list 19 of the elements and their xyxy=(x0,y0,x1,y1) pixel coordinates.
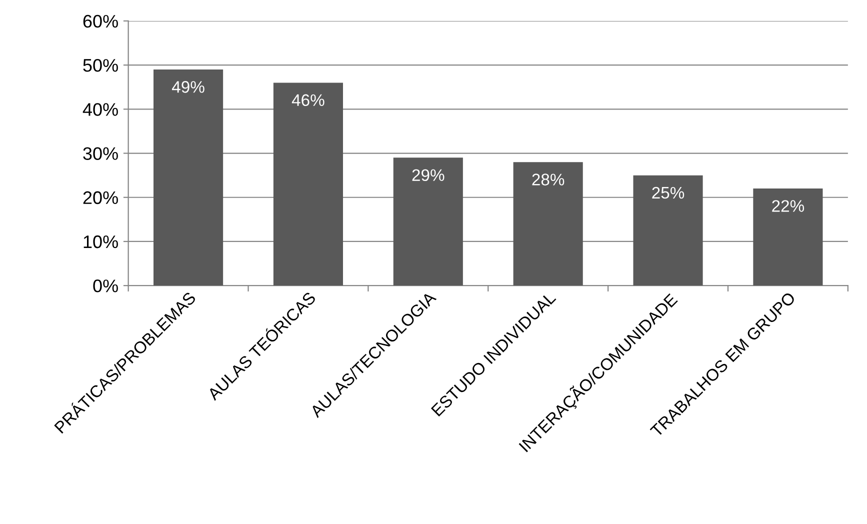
y-tick-label: 0% xyxy=(93,280,118,292)
data-label: 22% xyxy=(772,200,804,212)
data-label: 28% xyxy=(532,174,564,186)
bar xyxy=(633,175,703,286)
y-tick-label: 10% xyxy=(84,235,118,248)
data-label: 29% xyxy=(412,169,444,182)
data-label: 46% xyxy=(292,94,324,106)
bar xyxy=(273,82,343,286)
bar xyxy=(393,158,463,286)
data-label: 49% xyxy=(172,81,204,93)
bar xyxy=(154,69,224,286)
data-label: 25% xyxy=(652,186,684,199)
y-tick-label: 40% xyxy=(82,103,118,116)
bar xyxy=(513,162,583,286)
bar xyxy=(753,188,823,286)
y-tick-label: 30% xyxy=(83,147,118,160)
y-tick-label: 50% xyxy=(83,59,118,72)
y-tick-label: 20% xyxy=(83,191,118,204)
y-tick-label: 60% xyxy=(83,14,118,28)
